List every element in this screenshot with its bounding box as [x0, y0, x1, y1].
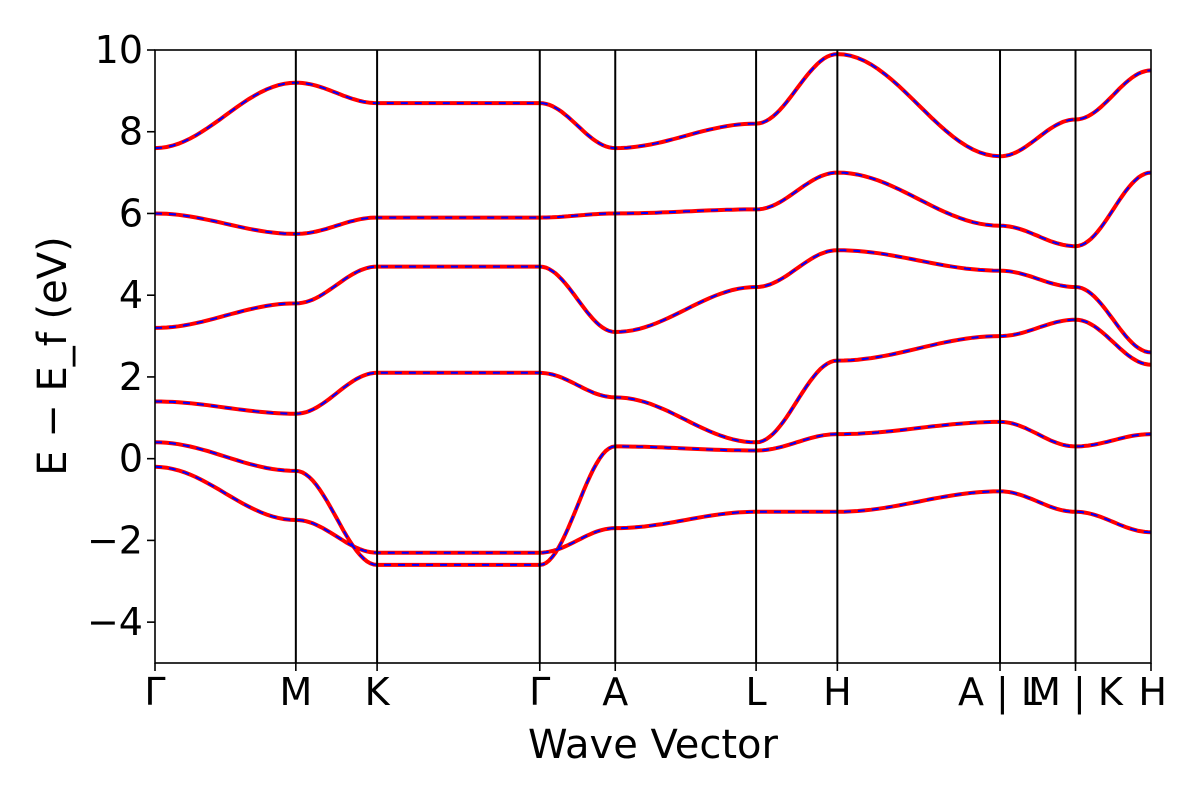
band-line-dashed-4 [155, 171, 1151, 248]
high-symmetry-lines [294, 50, 1077, 663]
y-tick-label: 0 [119, 437, 143, 481]
x-tick-label: A [602, 670, 628, 714]
y-tick-label: 6 [119, 191, 143, 235]
x-tick-label: A | L [958, 670, 1042, 715]
x-tick-label: Γ [529, 670, 550, 714]
x-tick-label: L [746, 670, 767, 714]
x-tick-label: H [823, 670, 852, 714]
band-line-solid-5 [155, 52, 1151, 159]
band-line-dashed-3 [155, 249, 1151, 354]
x-tick-label: H [1138, 670, 1167, 714]
y-tick-label: −2 [87, 518, 143, 562]
band-line-solid-4 [155, 170, 1151, 249]
y-tick-label: 2 [119, 355, 143, 399]
y-tick-label: −4 [87, 600, 143, 644]
band-line-solid-0 [155, 464, 1151, 555]
x-axis-label: Wave Vector [528, 722, 779, 768]
band-line-dashed-1 [155, 420, 1151, 566]
y-tick-label: 8 [119, 110, 143, 154]
bands-layer [155, 52, 1151, 567]
band-line-solid-1 [155, 419, 1151, 567]
x-tick-label: K [365, 670, 391, 714]
y-axis-label: E − E_f (eV) [30, 236, 76, 475]
plot-frame [154, 49, 1152, 664]
y-tick-label: 10 [95, 28, 143, 72]
x-tick-label: M [279, 670, 312, 714]
band-line-dashed-5 [155, 53, 1151, 158]
x-axis-ticks: Γ M K Γ A L H A | LM | K H [144, 663, 1167, 715]
band-line-dashed-0 [155, 465, 1151, 554]
y-tick-label: 4 [119, 273, 143, 317]
x-tick-label: M | K [1028, 670, 1124, 715]
y-axis-ticks: −4 −2 0 2 4 6 8 10 [87, 28, 155, 644]
band-line-dashed-2 [155, 318, 1151, 444]
x-tick-label: Γ [144, 670, 165, 714]
